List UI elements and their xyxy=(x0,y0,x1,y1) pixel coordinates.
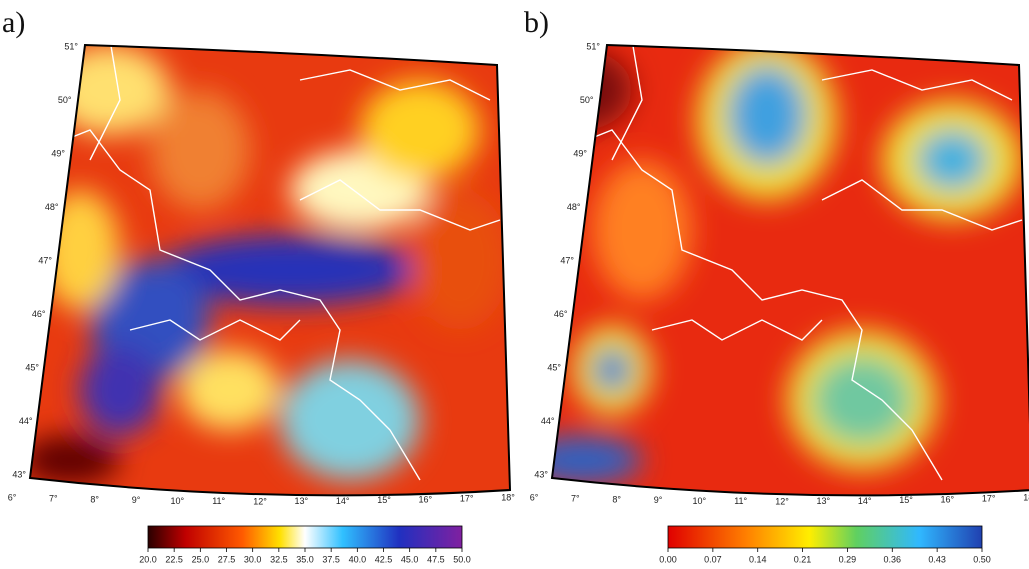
lon-label: 18° xyxy=(1023,492,1029,502)
colorbar-label: 0.00 xyxy=(659,554,677,564)
colorbar-label: 45.0 xyxy=(401,554,419,564)
colorbar-label: 22.5 xyxy=(165,554,183,564)
lon-label: 6° xyxy=(8,492,17,502)
panel-label: a) xyxy=(2,6,25,39)
lon-label: 18° xyxy=(501,492,515,502)
lon-label: 14° xyxy=(336,496,350,506)
lon-label: 16° xyxy=(941,494,955,504)
colorbar-label: 50.0 xyxy=(453,554,471,564)
lon-label: 12° xyxy=(775,496,789,506)
lat-label: 48° xyxy=(45,202,59,212)
colorbar xyxy=(147,525,463,549)
panel-label: b) xyxy=(524,6,549,39)
lon-label: 15° xyxy=(899,495,913,505)
colorbar-label: 0.43 xyxy=(928,554,946,564)
lat-label: 50° xyxy=(580,95,594,105)
lon-label: 12° xyxy=(253,496,267,506)
colorbar-label: 35.0 xyxy=(296,554,314,564)
lon-label: 10° xyxy=(171,496,185,506)
colorbar-label: 25.0 xyxy=(192,554,210,564)
lon-label: 11° xyxy=(734,496,747,506)
colorbar-label: 42.5 xyxy=(375,554,393,564)
lat-label: 49° xyxy=(51,148,65,158)
colorbar-label: 47.5 xyxy=(427,554,445,564)
lat-label: 43° xyxy=(12,469,26,479)
lon-label: 13° xyxy=(817,496,831,506)
colorbar xyxy=(667,525,983,549)
map-b xyxy=(550,43,1029,497)
lat-label: 45° xyxy=(547,362,561,372)
lon-label: 17° xyxy=(460,493,474,503)
map-a xyxy=(28,43,512,497)
lon-label: 17° xyxy=(982,493,996,503)
lon-label: 15° xyxy=(377,495,391,505)
lon-label: 9° xyxy=(132,495,141,505)
lon-label: 9° xyxy=(654,495,663,505)
colorbar-label: 37.5 xyxy=(322,554,340,564)
lon-label: 7° xyxy=(49,493,58,503)
lon-label: 16° xyxy=(419,494,433,504)
lat-label: 46° xyxy=(554,309,568,319)
colorbar-label: 0.07 xyxy=(704,554,722,564)
lon-label: 14° xyxy=(858,496,872,506)
lon-label: 13° xyxy=(295,496,309,506)
colorbar-label: 20.0 xyxy=(139,554,157,564)
lon-label: 10° xyxy=(693,496,707,506)
lat-label: 46° xyxy=(32,309,46,319)
colorbar-label: 0.14 xyxy=(749,554,767,564)
colorbar-label: 27.5 xyxy=(218,554,236,564)
lat-label: 43° xyxy=(534,469,548,479)
colorbar-label: 32.5 xyxy=(270,554,288,564)
lat-label: 51° xyxy=(64,41,78,51)
colorbar-label: 30.0 xyxy=(244,554,262,564)
lat-label: 44° xyxy=(541,416,555,426)
colorbar-label: 0.29 xyxy=(839,554,857,564)
lat-label: 48° xyxy=(567,202,581,212)
lon-label: 8° xyxy=(612,494,621,504)
lat-label: 45° xyxy=(25,362,39,372)
colorbar-label: 0.36 xyxy=(884,554,902,564)
lat-label: 49° xyxy=(573,148,587,158)
lat-label: 51° xyxy=(586,41,600,51)
colorbar-label: 0.21 xyxy=(794,554,812,564)
colorbar-label: 40.0 xyxy=(349,554,367,564)
lon-label: 8° xyxy=(90,494,99,504)
lon-label: 11° xyxy=(212,496,225,506)
lon-label: 6° xyxy=(530,492,539,502)
lat-label: 44° xyxy=(19,416,33,426)
lon-label: 7° xyxy=(571,493,580,503)
lat-label: 50° xyxy=(58,95,72,105)
lat-label: 47° xyxy=(38,255,52,265)
lat-label: 47° xyxy=(560,255,574,265)
colorbar-label: 0.50 xyxy=(973,554,991,564)
